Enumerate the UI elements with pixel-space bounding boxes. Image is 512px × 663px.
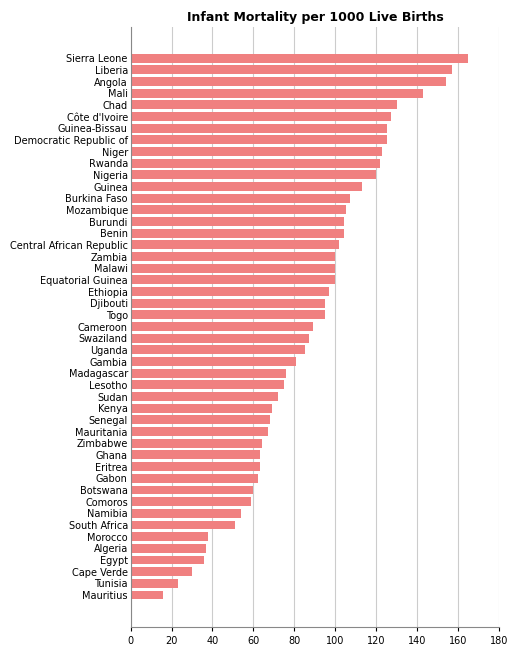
Bar: [131, 276, 335, 284]
Bar: [131, 194, 350, 203]
Bar: [131, 101, 397, 109]
Bar: [131, 252, 335, 261]
Bar: [131, 485, 253, 494]
Bar: [131, 147, 382, 156]
Bar: [131, 404, 272, 412]
Bar: [131, 416, 270, 424]
Bar: [131, 369, 286, 377]
Bar: [131, 124, 387, 133]
Bar: [131, 357, 296, 366]
Bar: [131, 77, 446, 86]
Bar: [131, 509, 241, 518]
Bar: [131, 229, 344, 237]
Bar: [131, 591, 163, 599]
Bar: [131, 579, 178, 587]
Bar: [131, 322, 313, 331]
Bar: [131, 206, 346, 214]
Bar: [131, 544, 206, 552]
Bar: [131, 497, 251, 506]
Bar: [131, 567, 192, 576]
Bar: [131, 381, 284, 389]
Title: Infant Mortality per 1000 Live Births: Infant Mortality per 1000 Live Births: [186, 11, 443, 24]
Bar: [131, 556, 204, 564]
Bar: [131, 217, 344, 226]
Bar: [131, 287, 329, 296]
Bar: [131, 66, 452, 74]
Bar: [131, 241, 339, 249]
Bar: [131, 89, 423, 97]
Bar: [131, 462, 260, 471]
Bar: [131, 345, 305, 354]
Bar: [131, 333, 309, 343]
Bar: [131, 54, 468, 62]
Bar: [131, 427, 268, 436]
Bar: [131, 450, 260, 459]
Bar: [131, 170, 376, 179]
Bar: [131, 182, 362, 191]
Bar: [131, 532, 208, 541]
Bar: [131, 264, 335, 272]
Bar: [131, 159, 380, 168]
Bar: [131, 520, 235, 529]
Bar: [131, 439, 262, 448]
Bar: [131, 135, 387, 145]
Bar: [131, 310, 325, 320]
Bar: [131, 474, 258, 483]
Bar: [131, 392, 278, 401]
Bar: [131, 112, 391, 121]
Bar: [131, 299, 325, 308]
